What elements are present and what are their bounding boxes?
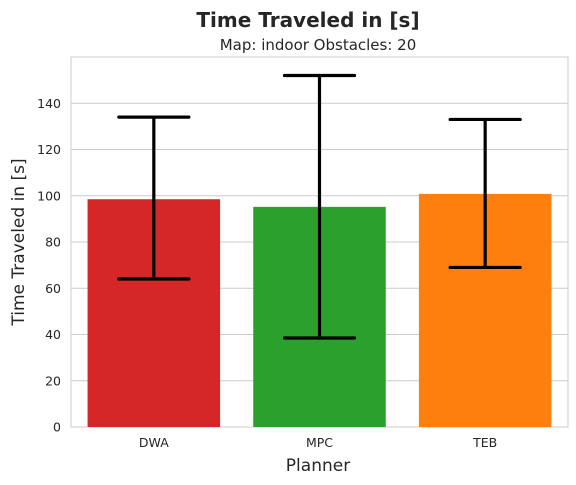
x-tick-labels: DWA MPC TEB <box>139 435 497 450</box>
y-tick-label: 20 <box>45 373 61 388</box>
y-tick-label: 80 <box>45 235 61 250</box>
y-tick-label: 120 <box>37 142 61 157</box>
y-tick-label: 0 <box>53 420 61 435</box>
x-tick-label-dwa: DWA <box>139 435 169 450</box>
y-tick-label: 40 <box>45 327 61 342</box>
error-bars <box>117 73 522 340</box>
x-tick-label-teb: TEB <box>472 435 497 450</box>
y-tick-labels: 0 20 40 60 80 100 120 140 <box>37 96 61 435</box>
y-axis-label: Time Traveled in [s] <box>9 158 29 326</box>
plot-area: 0 20 40 60 80 100 120 140 DWA MPC TEB <box>37 56 569 450</box>
chart-subtitle: Map: indoor Obstacles: 20 <box>220 36 417 54</box>
y-tick-label: 140 <box>37 96 61 111</box>
chart-title: Time Traveled in [s] <box>196 8 419 32</box>
y-tick-label: 60 <box>45 281 61 296</box>
x-tick-label-mpc: MPC <box>306 435 333 450</box>
y-tick-label: 100 <box>37 188 61 203</box>
x-axis-label: Planner <box>286 456 350 476</box>
